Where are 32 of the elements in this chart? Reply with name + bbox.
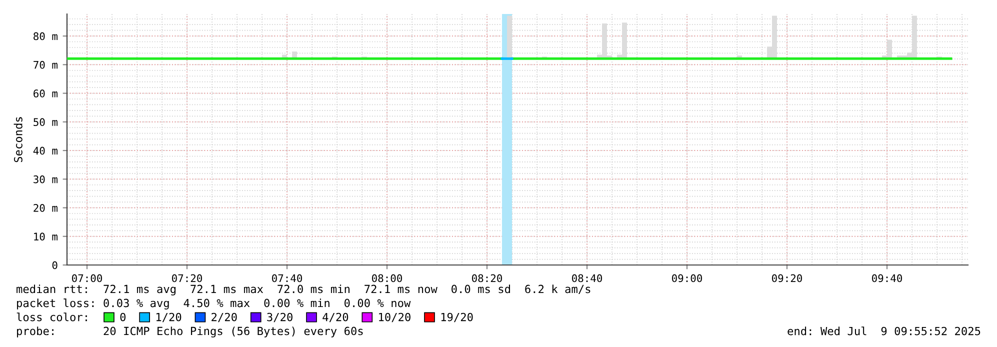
legend-label: 4/20: [322, 312, 348, 322]
legend-label: 3/20: [267, 312, 292, 322]
y-tick-label: 50 m: [34, 118, 58, 126]
x-tick-label: 07:20: [172, 274, 202, 282]
text: median rtt: 72.1 ms avg 72.1 ms max 72.0 ms min 72.1 ms now 0.0 ms sd 6.2 k am/s: [16, 284, 590, 296]
legend-label: 19/20: [441, 312, 473, 322]
legend-title: loss color:: [16, 312, 87, 322]
x-tick-label: 09:00: [672, 274, 702, 282]
legend-label: 1/20: [156, 312, 182, 322]
x-tick-label: 08:20: [472, 274, 502, 282]
x-tick-label: 07:40: [272, 274, 302, 282]
x-tick-label: 08:40: [572, 274, 602, 282]
x-tick-label: 08:00: [372, 274, 402, 282]
y-tick-label: 40 m: [33, 146, 58, 155]
text: probe: 20 ICMP Echo Pings (56 Bytes) every 60s: [17, 326, 363, 338]
y-tick-label: 20 m: [34, 204, 58, 212]
y-tick-label: 0: [52, 261, 58, 270]
text: end: Wed Jul 9 09:55:52 2025: [788, 326, 980, 336]
y-tick-label: 10 m: [34, 232, 58, 241]
y-tick-label: 70 m: [34, 60, 58, 69]
text: packet loss: 0.03 % avg 4.50 % max 0.00 % min 0.00 % now: [17, 298, 411, 310]
y-tick-label: 80 m: [34, 32, 58, 40]
x-tick-label: 07:00: [72, 274, 102, 282]
legend-label: 0: [120, 312, 126, 322]
x-tick-label: 09:40: [872, 274, 902, 282]
y-tick-label: 60 m: [34, 90, 58, 98]
legend-label: 2/20: [212, 312, 237, 322]
bar: [506, 16, 512, 59]
y-axis-title: Seconds: [14, 117, 22, 162]
y-tick-label: 30 m: [34, 175, 58, 184]
legend-label: 10/20: [379, 312, 410, 322]
x-tick-label: 09:20: [772, 274, 802, 282]
